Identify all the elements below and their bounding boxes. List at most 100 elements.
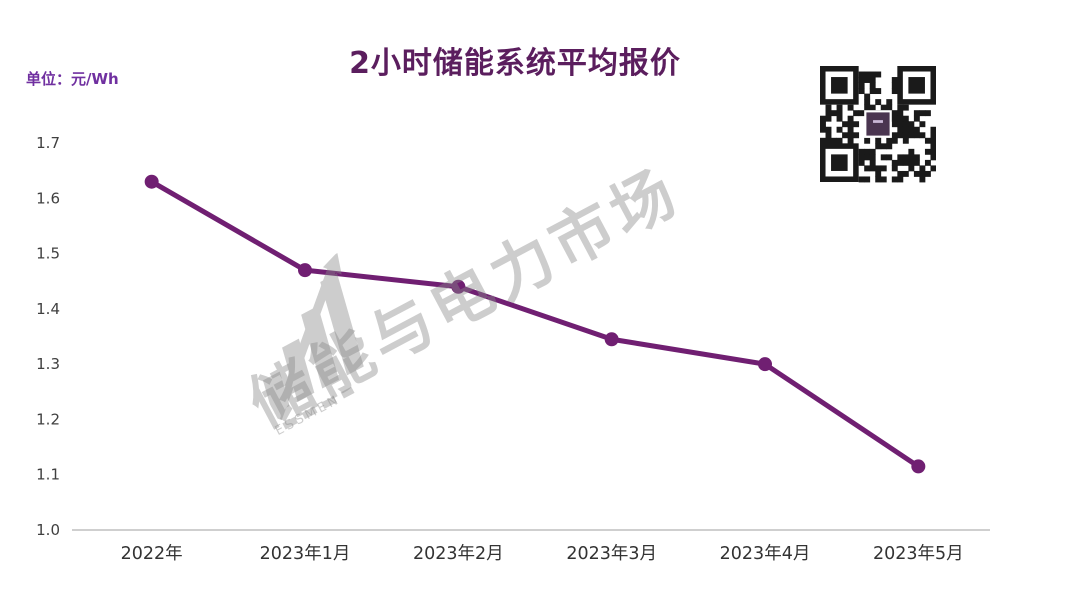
qr-module (897, 121, 904, 128)
page-title: 2小时储能系统平均报价 (349, 46, 681, 81)
qr-module (897, 132, 904, 139)
qr-module (853, 121, 860, 128)
x-axis-label: 2022年 (121, 544, 183, 564)
qr-module (847, 126, 854, 133)
qr-module (820, 137, 826, 144)
qr-module (825, 132, 832, 139)
unit-label: 单位：元/Wh (26, 70, 119, 88)
qr-module (930, 132, 936, 139)
qr-module (869, 148, 876, 155)
qr-module (864, 77, 871, 83)
qr-module (897, 115, 904, 122)
qr-module (875, 88, 882, 95)
qr-module (847, 115, 854, 122)
qr-module (908, 121, 915, 128)
qr-module (880, 176, 887, 183)
qr-module (930, 143, 936, 150)
qr-module (902, 126, 909, 133)
qr-module (891, 159, 898, 166)
qr-module (908, 154, 915, 161)
qr-module (869, 77, 876, 83)
qr-module (891, 121, 898, 128)
qr-module (930, 137, 936, 144)
qr-module (875, 143, 882, 150)
qr-module (930, 165, 936, 172)
qr-module (908, 165, 915, 172)
qr-module (924, 110, 931, 117)
data-point (144, 174, 159, 189)
qr-module (930, 154, 936, 161)
qr-module (869, 159, 876, 166)
qr-module (897, 104, 904, 111)
qr-module (902, 104, 909, 111)
qr-module (864, 154, 871, 161)
qr-module (847, 104, 854, 111)
qr-module (902, 170, 909, 177)
qr-module (836, 104, 843, 111)
y-axis-tick-label: 1.4 (36, 300, 60, 318)
qr-module (875, 176, 882, 183)
qr-module (891, 110, 898, 117)
qr-module (919, 110, 926, 117)
y-axis-tick-label: 1.0 (36, 521, 60, 539)
qr-module (880, 143, 887, 150)
qr-module (842, 132, 849, 139)
qr-module (891, 176, 898, 183)
qr-module (831, 77, 848, 94)
qr-module (836, 115, 843, 122)
qr-module (924, 137, 931, 144)
qr-module (908, 148, 915, 155)
qr-module (831, 137, 837, 144)
qr-module (873, 120, 883, 123)
qr-module (869, 104, 876, 111)
qr-module (891, 165, 898, 172)
qr-module (836, 110, 843, 117)
qr-module (886, 99, 893, 106)
qr-module (875, 99, 882, 106)
qr-module (864, 71, 871, 78)
x-axis-label: 2023年4月 (720, 544, 811, 564)
qr-module (866, 112, 890, 136)
qr-module (919, 176, 926, 183)
qr-module (908, 159, 915, 166)
qr-module (820, 115, 826, 122)
qr-module (897, 154, 904, 161)
qr-code-image (820, 66, 936, 184)
qr-module (825, 115, 832, 122)
x-axis-label: 2023年1月 (260, 544, 351, 564)
qr-module (897, 170, 904, 177)
qr-module (864, 165, 871, 172)
qr-module (831, 110, 837, 117)
data-point (758, 357, 772, 372)
qr-module (836, 126, 843, 133)
qr-module (853, 110, 860, 117)
qr-module (864, 104, 871, 111)
qr-module (858, 176, 865, 183)
qr-module (897, 126, 904, 133)
qr-module (902, 132, 909, 139)
qr-module (864, 99, 871, 106)
qr-module (858, 88, 865, 95)
qr-module (913, 170, 920, 177)
qr-module (886, 143, 893, 150)
data-point (911, 459, 926, 474)
qr-module (858, 110, 865, 117)
qr-module (919, 170, 926, 177)
qr-module (886, 137, 893, 144)
qr-module (919, 165, 926, 172)
qr-module (875, 71, 882, 78)
qr-module (836, 137, 843, 144)
qr-module (908, 132, 915, 139)
x-axis-label: 2023年5月 (873, 544, 964, 564)
qr-module (891, 137, 898, 144)
y-axis-tick-label: 1.7 (36, 134, 60, 152)
qr-module (913, 154, 920, 161)
qr-module (858, 148, 865, 155)
y-axis-tick-label: 1.5 (36, 245, 60, 263)
qr-module (858, 77, 865, 83)
qr-module (902, 137, 909, 144)
qr-module (864, 93, 871, 100)
qr-module (831, 154, 848, 171)
qr-module (902, 154, 909, 161)
x-axis-label: 2023年2月 (413, 544, 504, 564)
